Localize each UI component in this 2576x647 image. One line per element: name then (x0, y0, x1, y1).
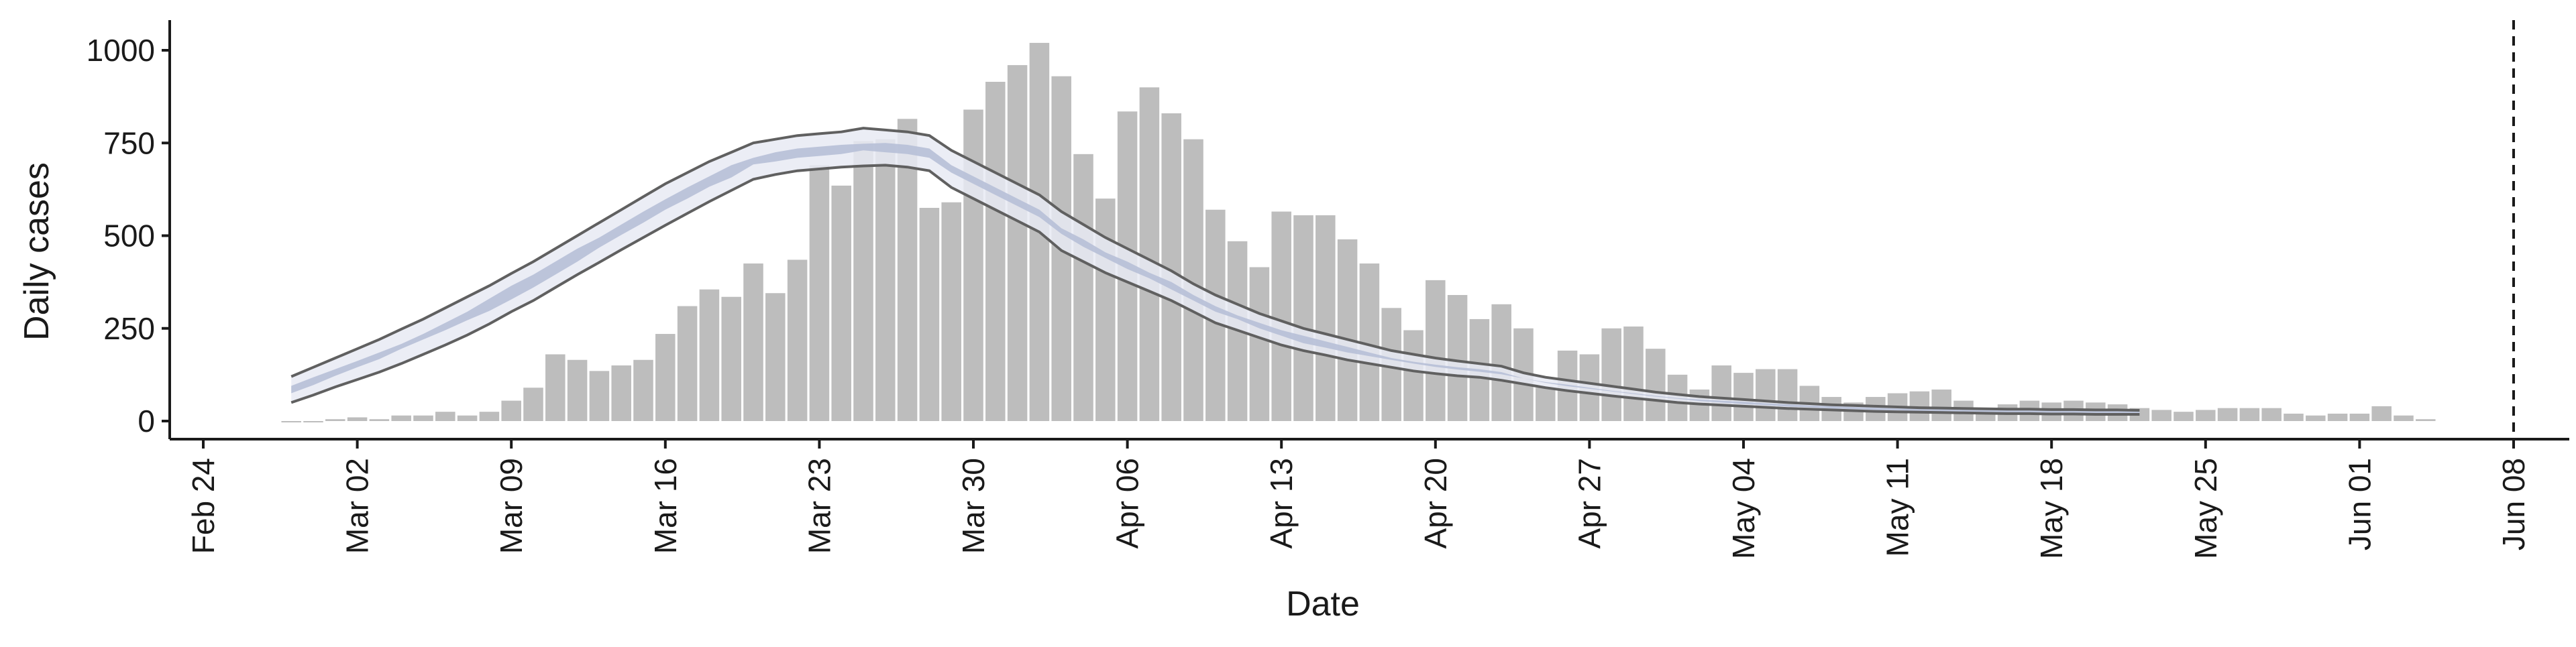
bar (589, 371, 610, 421)
y-tick-label: 500 (103, 219, 155, 253)
bar (1623, 326, 1644, 421)
bar (479, 412, 500, 421)
bar (1271, 211, 1291, 421)
y-tick-label: 1000 (87, 33, 155, 68)
x-tick-label: Mar 16 (648, 458, 683, 554)
bar (1337, 239, 1358, 421)
y-axis-ticks: 0 250 500 750 1000 (87, 33, 170, 438)
x-tick-label: Jun 08 (2496, 458, 2531, 550)
bar (325, 419, 345, 421)
ci-lower-line (290, 164, 2140, 416)
bar (413, 415, 433, 421)
x-tick-label: Mar 23 (802, 458, 837, 554)
bar (1293, 215, 1313, 421)
bar (611, 365, 631, 421)
bar (2416, 419, 2436, 421)
bar (1931, 389, 1951, 421)
x-tick-label: Mar 02 (340, 458, 375, 554)
bar (1711, 365, 1731, 421)
bar (941, 202, 961, 421)
bar (2371, 406, 2392, 421)
bar (545, 354, 566, 421)
bar (1073, 154, 1093, 421)
bar (677, 306, 698, 421)
bar (1139, 87, 1160, 422)
bar (1316, 215, 1336, 421)
bar (875, 139, 896, 421)
x-tick-label: Apr 27 (1572, 458, 1607, 549)
bar (2327, 413, 2348, 421)
bar (1646, 349, 1666, 421)
bar (1403, 330, 1424, 421)
bar (1447, 294, 1468, 421)
bar (1777, 369, 1798, 421)
bar (2349, 413, 2370, 421)
x-tick-label: May 25 (2188, 458, 2223, 559)
bar (721, 296, 741, 421)
x-tick-label: Jun 01 (2342, 458, 2377, 550)
bar (743, 263, 763, 421)
x-axis-label: Date (1286, 585, 1360, 624)
bar (523, 388, 543, 421)
x-tick-label: Mar 09 (494, 458, 529, 554)
y-tick-label: 250 (103, 311, 155, 346)
y-axis-label: Daily cases (17, 162, 56, 341)
bar (347, 417, 368, 421)
bar (985, 82, 1006, 421)
x-tick-label: May 11 (1880, 458, 1915, 556)
bar (2174, 412, 2194, 421)
bar (633, 359, 653, 421)
bar (303, 421, 323, 422)
bar (435, 412, 455, 421)
bar (1007, 65, 1028, 422)
bar (391, 415, 411, 421)
y-tick-label: 750 (103, 125, 155, 160)
x-tick-label: Apr 13 (1264, 458, 1299, 549)
bar (699, 289, 720, 421)
bar (457, 415, 478, 421)
bar (1426, 280, 1446, 421)
bar (765, 293, 786, 421)
bar (1756, 369, 1776, 421)
bar (501, 400, 521, 421)
x-axis-ticks: Feb 24 Mar 02 Mar 09 Mar 16 Mar 23 Mar 30 Apr … (186, 439, 2531, 559)
x-tick-label: Apr 20 (1418, 458, 1453, 549)
bar (1491, 304, 1511, 421)
x-tick-label: May 04 (1726, 458, 1761, 559)
x-tick-label: Apr 06 (1110, 458, 1145, 549)
bar (1733, 373, 1754, 421)
bar (2261, 408, 2282, 421)
bar (963, 109, 983, 422)
bar (2394, 415, 2414, 421)
bar (787, 259, 808, 421)
bar (2196, 410, 2216, 421)
y-tick-label: 0 (138, 404, 155, 438)
bar (2239, 408, 2260, 421)
bar (2151, 410, 2171, 421)
bar (567, 359, 588, 421)
bar (809, 165, 830, 421)
bar (2217, 408, 2238, 421)
bar (831, 185, 851, 421)
ci-upper-line (290, 127, 2140, 412)
bar (2284, 413, 2304, 421)
bar (853, 141, 873, 422)
x-tick-label: Feb 24 (186, 458, 221, 554)
bar (1536, 388, 1556, 421)
bar (369, 419, 390, 421)
bar (655, 334, 676, 421)
x-tick-label: May 18 (2034, 458, 2069, 559)
x-tick-label: Mar 30 (956, 458, 991, 554)
bar (2306, 415, 2326, 421)
bar (1249, 267, 1270, 421)
bar (281, 421, 301, 422)
bar (1601, 328, 1621, 421)
bar (919, 208, 940, 421)
